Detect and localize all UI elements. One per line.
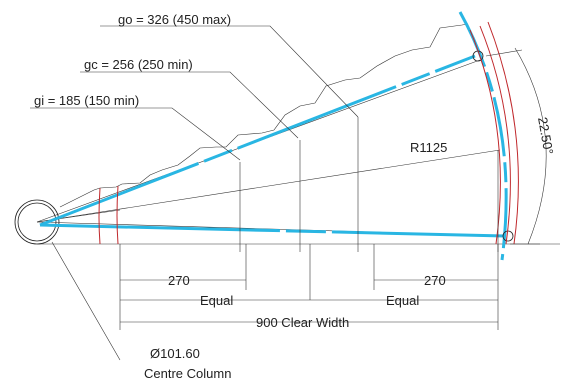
going-measure-lines [119,117,499,330]
column-dia-label: Ø101.60 [150,346,200,361]
column-name-label: Centre Column [144,366,231,381]
walkline-indicators [39,11,514,261]
gi-label: gi = 185 (150 min) [34,93,139,108]
radius-label: R1125 [410,140,447,155]
label-leaders [30,25,359,161]
gc-label: gc = 256 (250 min) [84,57,193,72]
equal-right-label: Equal [386,293,419,308]
angle-label: 22.50° [535,116,556,156]
angle-arc [514,47,547,245]
dim-left-label: 270 [168,273,190,288]
dimension-lines [120,279,498,323]
dim-right-label: 270 [424,273,446,288]
equal-left-label: Equal [200,293,233,308]
go-label: go = 326 (450 max) [118,12,231,27]
edge-arcs [98,21,519,245]
clear-width-label: 900 Clear Width [256,315,349,330]
tread-nosing-outline [59,23,469,208]
column-leader [51,241,121,361]
